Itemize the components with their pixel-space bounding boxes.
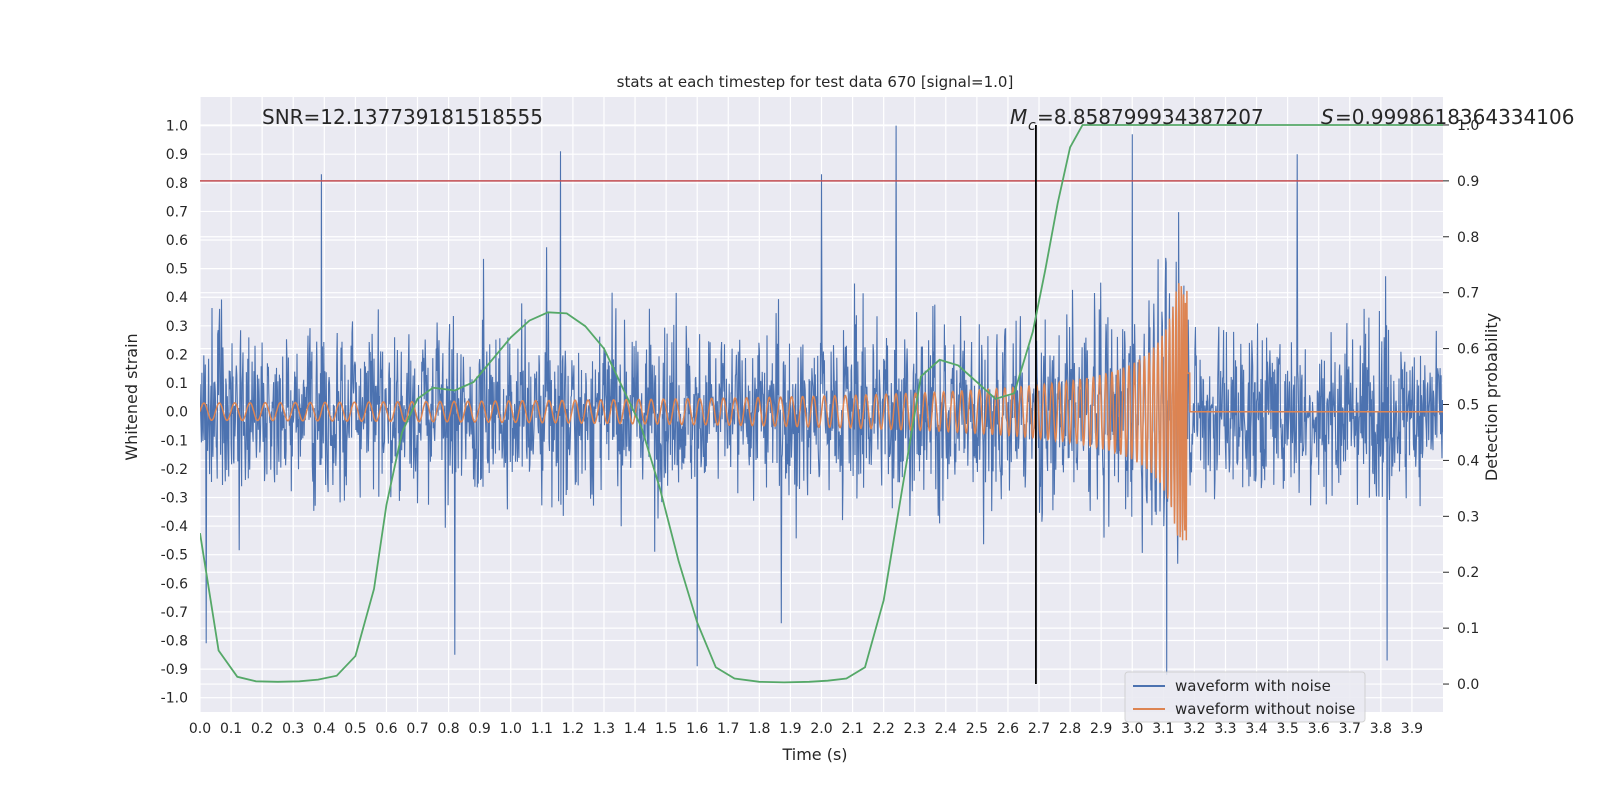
y2-tick-label: 0.7: [1457, 286, 1479, 302]
x-tick-label: 1.6: [686, 721, 708, 737]
x-tick-label: 3.3: [1214, 721, 1236, 737]
y2-tick-label: 0.6: [1457, 342, 1479, 358]
x-tick-label: 3.9: [1401, 721, 1423, 737]
y2-tick-label: 1.0: [1457, 118, 1479, 134]
y2-tick-labels: 0.0 0.1 0.2 0.3 0.4 0.5 0.6 0.7 0.8 0.9 1.0: [1443, 118, 1479, 693]
y-tick-label: -0.7: [161, 605, 188, 621]
x-tick-label: 0.0: [189, 721, 211, 737]
snr-annotation: SNR=12.137739181518555: [262, 105, 543, 129]
y2-tick-label: 0.8: [1457, 230, 1479, 246]
x-tick-label: 1.7: [717, 721, 739, 737]
x-tick-label: 2.8: [1059, 721, 1081, 737]
legend-label-clean: waveform without noise: [1175, 700, 1355, 718]
y2-tick-label: 0.9: [1457, 174, 1479, 190]
statistic-symbol: S: [1321, 105, 1334, 129]
x-tick-label: 0.8: [437, 721, 459, 737]
y-tick-label: 1.0: [166, 119, 188, 135]
y-tick-label: 0.7: [166, 204, 188, 220]
x-tick-label: 1.8: [748, 721, 770, 737]
x-tick-label: 2.4: [935, 721, 957, 737]
chirp-mass-symbol: M: [1010, 105, 1027, 129]
y-axis-label: Whitened strain: [122, 333, 141, 460]
y-tick-label: 0.9: [166, 147, 188, 163]
y-tick-label: -0.5: [161, 548, 188, 564]
series-line-detection-probability: [200, 124, 1443, 684]
x-tick-label: 1.1: [531, 721, 553, 737]
y-tick-label: 0.4: [166, 290, 188, 306]
legend-box: [1124, 671, 1366, 723]
x-tick-label: 1.3: [593, 721, 615, 737]
x-tick-label: 1.4: [624, 721, 646, 737]
series-line-noise: [200, 125, 1443, 675]
x-tick-label: 3.1: [1152, 721, 1174, 737]
y-tick-label: -0.1: [161, 433, 188, 449]
y2-tick-label: 0.0: [1457, 677, 1479, 693]
x-tick-label: 3.4: [1245, 721, 1267, 737]
x-tick-label: 1.0: [500, 721, 522, 737]
chirp-mass-subscript: c: [1028, 118, 1036, 134]
x-tick-label: 3.0: [1121, 721, 1143, 737]
y-tick-label: 0.5: [166, 262, 188, 278]
y-tick-label: -0.2: [161, 462, 188, 478]
x-tick-label: 0.7: [406, 721, 428, 737]
x-axis-label: Time (s): [781, 745, 847, 764]
y2-tick-label: 0.4: [1457, 453, 1479, 469]
x-tick-label: 2.0: [810, 721, 832, 737]
plot-area: [200, 124, 1443, 685]
legend-label-noise: waveform with noise: [1175, 677, 1331, 695]
x-tick-labels: 0.0 0.1 0.2 0.3 0.4 0.5 0.6 0.7 0.8 0.9 1.0 1.1 1.2 1…: [189, 721, 1423, 737]
y2-tick-label: 0.3: [1457, 509, 1479, 525]
chirp-mass-value: =8.858799934387207: [1037, 105, 1264, 129]
y-tick-label: -0.4: [161, 519, 188, 535]
y-tick-label: 0.0: [166, 405, 188, 421]
x-tick-label: 1.2: [562, 721, 584, 737]
x-tick-label: 2.6: [997, 721, 1019, 737]
x-tick-label: 0.6: [375, 721, 397, 737]
y-tick-label: 0.8: [166, 176, 188, 192]
x-tick-label: 0.1: [220, 721, 242, 737]
series-layer: [200, 124, 1443, 685]
y-tick-label: -0.3: [161, 490, 188, 506]
y-tick-label: 0.6: [166, 233, 188, 249]
y-tick-label: -0.6: [161, 576, 188, 592]
y2-tick-label: 0.2: [1457, 565, 1479, 581]
x-tick-label: 3.7: [1339, 721, 1361, 737]
y-tick-label: 0.1: [166, 376, 188, 392]
x-tick-label: 1.9: [779, 721, 801, 737]
x-tick-label: 2.9: [1090, 721, 1112, 737]
legend: waveform with noise waveform without noi…: [1124, 671, 1366, 723]
chart-title: stats at each timestep for test data 670…: [617, 73, 1014, 91]
x-tick-label: 2.7: [1028, 721, 1050, 737]
x-tick-label: 0.3: [282, 721, 304, 737]
x-tick-label: 0.2: [251, 721, 273, 737]
x-tick-label: 3.8: [1370, 721, 1392, 737]
y2-axis-label: Detection probability: [1482, 313, 1501, 481]
y2-tick-label: 0.5: [1457, 398, 1479, 414]
y-tick-label: 0.3: [166, 319, 188, 335]
y2-tick-label: 0.1: [1457, 621, 1479, 637]
x-tick-label: 0.5: [344, 721, 366, 737]
y-tick-label: -0.8: [161, 633, 188, 649]
y-tick-label: -0.9: [161, 662, 188, 678]
x-tick-label: 3.6: [1308, 721, 1330, 737]
x-tick-label: 0.4: [313, 721, 335, 737]
y-tick-label: -1.0: [161, 691, 188, 707]
chirp-mass-annotation: M c =8.858799934387207: [1010, 105, 1264, 134]
x-tick-label: 2.5: [966, 721, 988, 737]
series-line-clean: [200, 283, 1443, 541]
x-tick-label: 2.3: [904, 721, 926, 737]
statistic-annotation: S =0.9998618364334106: [1321, 105, 1574, 129]
y-tick-labels: -1.0 -0.9 -0.8 -0.7 -0.6 -0.5 -0.4 -0.3 -0.2 -0.1…: [161, 119, 188, 707]
y-tick-label: 0.2: [166, 347, 188, 363]
x-tick-label: 2.1: [841, 721, 863, 737]
x-tick-label: 2.2: [873, 721, 895, 737]
x-tick-label: 0.9: [469, 721, 491, 737]
x-tick-label: 3.2: [1183, 721, 1205, 737]
x-tick-label: 1.5: [655, 721, 677, 737]
x-tick-label: 3.5: [1276, 721, 1298, 737]
statistic-value: =0.9998618364334106: [1335, 105, 1574, 129]
